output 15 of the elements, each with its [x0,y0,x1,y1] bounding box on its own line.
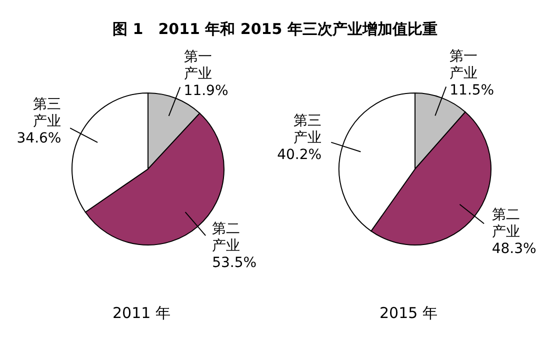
data-label: 48.3% [492,241,536,258]
slice-label: 第一产业 [184,48,212,82]
slice-label: 第二产业 [492,207,520,240]
slice-label: 第一产业 [450,48,478,82]
chart-title: 图 1 2011 年和 2015 年三次产业增加值比重 [112,19,438,40]
text: 2015 年 [378,304,438,323]
data-label: 34.6% [16,130,62,146]
slice-label: 第三产业 [294,112,322,146]
slice-label: 第二产业 [212,220,240,254]
text: 2011 年 [112,304,172,323]
data-label: 11.5% [450,82,494,98]
data-label: 40.2% [277,146,322,163]
data-label: 53.5% [212,254,257,271]
data-label: 11.9% [184,82,228,99]
slice-label: 第三产业 [33,96,62,130]
